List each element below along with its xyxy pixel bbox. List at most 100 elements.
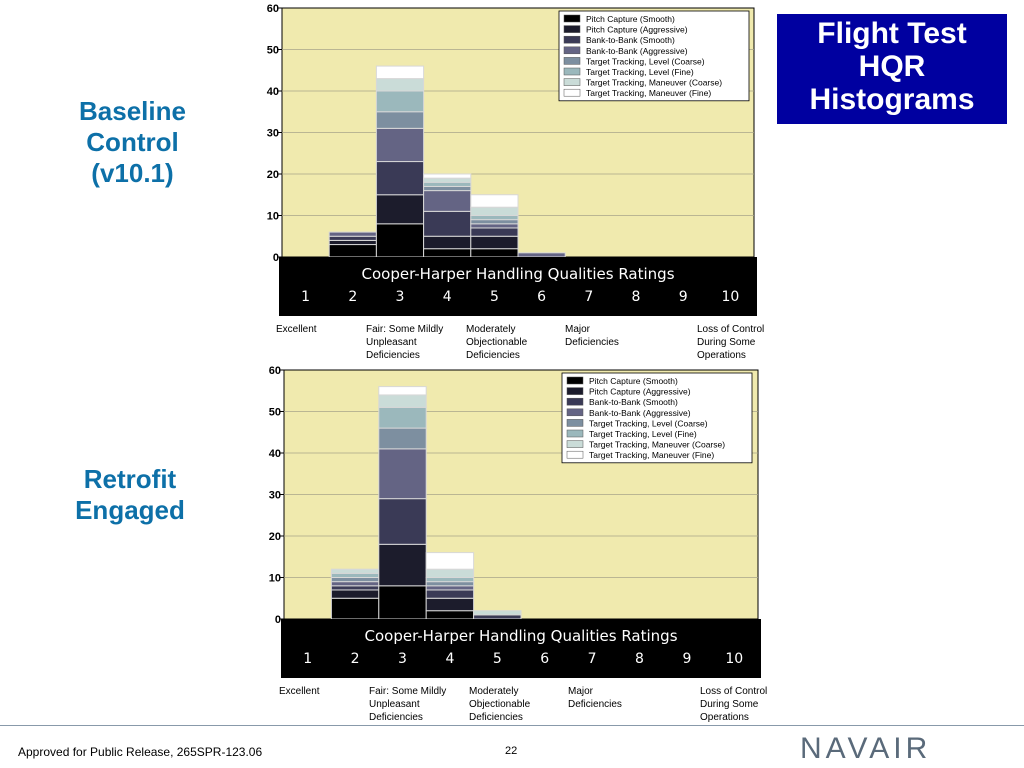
- legend-swatch: [563, 67, 581, 76]
- legend-entry: Target Tracking, Maneuver (Coarse): [589, 440, 725, 450]
- bar-segment: [470, 219, 519, 225]
- legend-entry: Target Tracking, Maneuver (Fine): [589, 450, 714, 460]
- legend-box: [558, 10, 750, 102]
- x-tick-label: 1: [301, 289, 310, 305]
- bar-segment: [470, 248, 519, 258]
- bar-segment: [330, 577, 380, 583]
- y-tick-label: 50: [269, 407, 281, 419]
- legend-swatch: [563, 57, 581, 65]
- slide-title-line: HQR: [858, 50, 926, 83]
- rating-group-label: Moderately Objectionable Deficiencies: [469, 686, 531, 723]
- legend-box: [561, 372, 753, 464]
- bar-segment: [425, 577, 475, 583]
- x-tick-label: 5: [490, 289, 499, 305]
- bar-segment: [423, 173, 472, 179]
- x-tick-label: 7: [584, 289, 593, 305]
- slide-title-line: Flight Test: [817, 17, 967, 50]
- bar-segment: [330, 589, 380, 599]
- legend-entry: Bank-to-Bank (Aggressive): [589, 408, 691, 418]
- slide-title-line: Histograms: [809, 83, 975, 116]
- legend-entry: Target Tracking, Level (Fine): [586, 67, 694, 77]
- legend-entry: Pitch Capture (Aggressive): [586, 25, 688, 35]
- legend-swatch: [566, 419, 584, 427]
- rating-group-label: Loss of Control During Some Operations: [697, 324, 764, 361]
- chart-baseline: 0 10 20 30 40 50 60 Cooper-Harper Handling Qual…: [267, 3, 765, 361]
- bar-segment: [470, 235, 519, 250]
- bar-segment: [328, 244, 377, 258]
- legend-entry: Target Tracking, Level (Coarse): [589, 418, 708, 428]
- release-statement: Approved for Public Release, 265SPR-123.…: [18, 745, 263, 759]
- rating-group-label: Major Deficiencies: [568, 686, 622, 710]
- bar-segment: [330, 597, 380, 620]
- bar-segment: [423, 177, 472, 183]
- y-tick-label: 20: [269, 531, 281, 543]
- legend-entry: Bank-to-Bank (Smooth): [589, 397, 678, 407]
- y-tick-label: 60: [269, 365, 281, 377]
- x-tick-label: 1: [303, 651, 312, 667]
- x-tick-label: 8: [635, 651, 644, 667]
- x-tick-label: 9: [682, 651, 691, 667]
- x-tick-label: 6: [540, 651, 549, 667]
- bar-segment: [378, 386, 427, 396]
- rating-group-label: Major Deficiencies: [565, 324, 619, 348]
- footer-divider: [0, 725, 1024, 726]
- legend-swatch: [566, 440, 584, 448]
- bar-segment: [375, 90, 425, 113]
- x-tick-label: 8: [632, 289, 641, 305]
- legend-entry: Pitch Capture (Smooth): [589, 376, 678, 386]
- x-tick-label: 2: [348, 289, 357, 305]
- bar-segment: [425, 581, 475, 587]
- bar-segment: [425, 597, 475, 612]
- x-tick-label: 7: [588, 651, 597, 667]
- legend-swatch: [566, 408, 584, 417]
- bar-segment: [425, 568, 475, 579]
- x-tick-label: 4: [443, 289, 452, 305]
- legend-entry: Target Tracking, Level (Fine): [589, 429, 697, 439]
- bar-segment: [378, 448, 427, 500]
- bar-segment: [378, 406, 427, 429]
- panel-label-line: Baseline: [79, 96, 186, 126]
- bar-segment: [425, 610, 475, 620]
- bar-segment: [423, 235, 472, 250]
- x-tick-label: 5: [493, 651, 502, 667]
- rating-group-label: Excellent: [276, 324, 317, 335]
- bar-segment: [375, 194, 425, 225]
- bar-segment: [470, 194, 519, 208]
- bar-segment: [473, 610, 522, 616]
- y-tick-label: 40: [269, 448, 281, 460]
- rating-group-label: Excellent: [279, 686, 320, 697]
- bar-segment: [328, 235, 377, 241]
- legend-swatch: [563, 25, 581, 33]
- rating-group-label: Fair: Some Mildly Unpleasant Deficiencies: [369, 686, 446, 723]
- legend-entry: Target Tracking, Maneuver (Fine): [586, 88, 711, 98]
- legend-entry: Bank-to-Bank (Aggressive): [586, 46, 688, 56]
- bar-segment: [328, 239, 377, 246]
- panel-label-line: Control: [86, 127, 179, 157]
- x-tick-label: 9: [679, 289, 688, 305]
- y-tick-label: 10: [267, 211, 279, 223]
- y-tick-label: 0: [275, 614, 281, 626]
- x-axis-band: [281, 619, 761, 678]
- bar-segment: [423, 210, 472, 237]
- x-tick-label: 6: [537, 289, 546, 305]
- bar-segment: [330, 568, 380, 574]
- legend-swatch: [563, 78, 581, 86]
- bar-segment: [378, 427, 427, 450]
- legend-swatch: [563, 46, 581, 55]
- legend-entry: Target Tracking, Maneuver (Coarse): [586, 78, 722, 88]
- legend-swatch: [566, 450, 584, 459]
- bar-segment: [425, 552, 475, 570]
- bar-segment: [375, 223, 425, 258]
- x-tick-label: 3: [398, 651, 407, 667]
- bar-segment: [470, 223, 519, 229]
- bar-segment: [423, 190, 472, 212]
- y-tick-label: 30: [267, 128, 279, 140]
- bar-segment: [425, 589, 475, 599]
- navair-logo: NAVAIR: [800, 732, 932, 765]
- legend-swatch: [566, 397, 584, 406]
- slide-title: Flight Test HQR Histograms: [777, 14, 1007, 124]
- y-tick-label: 30: [269, 490, 281, 502]
- rating-group-label: Loss of Control During Some Operations: [700, 686, 767, 723]
- bar-segment: [470, 215, 519, 221]
